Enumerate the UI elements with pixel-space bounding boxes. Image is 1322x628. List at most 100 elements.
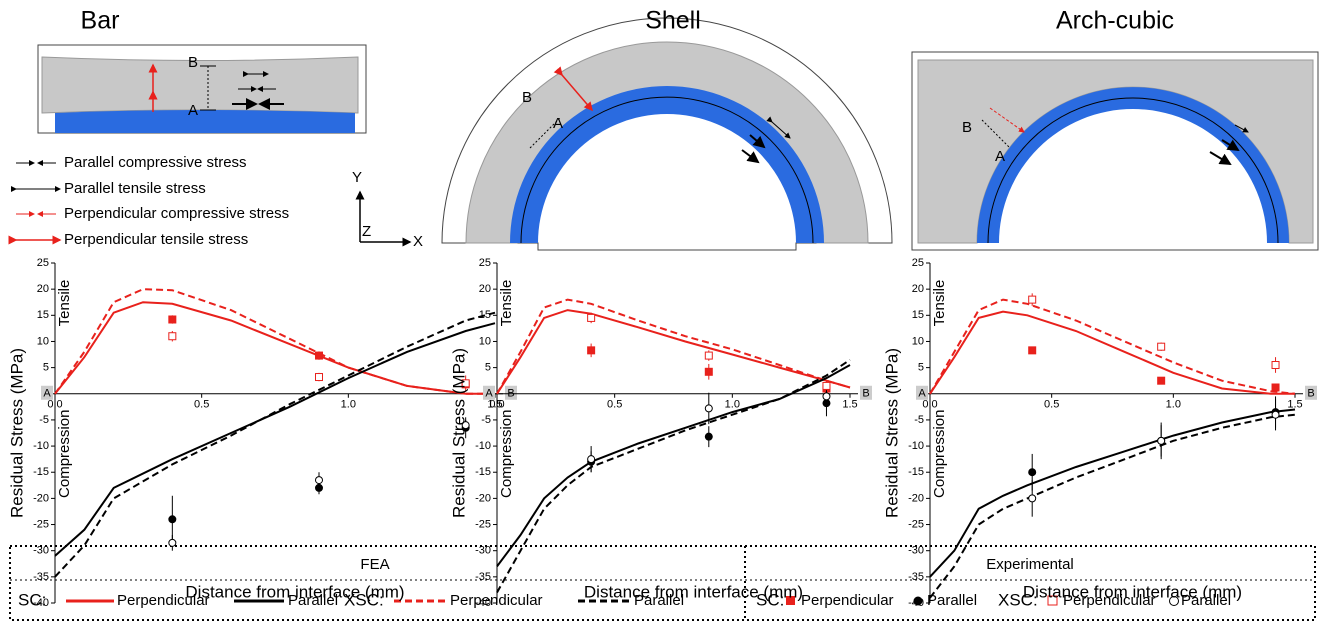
fea-line [929, 408, 1296, 578]
fea-line [54, 311, 496, 578]
y-tick-label: -30 [33, 545, 49, 557]
experimental-point [704, 404, 713, 413]
legend-text: Perpendicular [1063, 592, 1156, 609]
x-axis-label: Distance from interface (mm) [1023, 582, 1242, 601]
tensile-label: Tensile [498, 280, 515, 327]
experimental-point [704, 367, 713, 376]
legend-text: XSC: [998, 590, 1038, 609]
y-tick-label: -30 [475, 545, 491, 557]
fea-line [496, 309, 851, 395]
y-tick-label: 10 [912, 335, 924, 347]
y-axis-label: Residual Stress (MPa) [7, 348, 26, 518]
legend-text: SC: [756, 590, 784, 609]
stress-legend: Parallel compressive stress Parallel ten… [8, 154, 423, 250]
x-tick-label: 0.0 [47, 399, 62, 411]
y-tick-label: 20 [479, 283, 491, 295]
y-axis-label: Residual Stress (MPa) [882, 348, 901, 518]
y-tick-label: -15 [33, 466, 49, 478]
legend-text: Perpendicular [450, 592, 543, 609]
legend-text: Parallel tensile stress [64, 180, 206, 197]
y-tick-label: -10 [908, 440, 924, 452]
bottom-legend: FEA Experimental SC: Perpendicular Paral… [9, 545, 1316, 621]
experimental-point [822, 381, 831, 390]
x-tick-label: 0.5 [194, 399, 209, 411]
y-axis-label: Residual Stress (MPa) [449, 348, 468, 518]
experimental-point [822, 392, 831, 401]
y-tick-label: 5 [43, 362, 49, 374]
legend-text: Perpendicular [801, 592, 894, 609]
x-tick-label: 0.0 [922, 399, 937, 411]
y-tick-label: 20 [912, 283, 924, 295]
shell-diagram: B A [441, 17, 893, 251]
x-tick-label: 1.0 [725, 399, 740, 411]
chart-title: Shell [645, 7, 701, 35]
chart-title: Bar [81, 7, 120, 35]
y-tick-label: -40 [908, 597, 924, 609]
y-tick-label: -35 [908, 571, 924, 583]
experimental-point [704, 351, 713, 360]
legend-text: Parallel [927, 592, 977, 609]
experimental-point [168, 515, 177, 524]
y-tick-label: 15 [37, 309, 49, 321]
fea-line [496, 298, 851, 395]
tensile-label: Tensile [931, 280, 948, 327]
axis-icon-label: X [413, 233, 423, 250]
chart-title: Arch-cubic [1056, 7, 1174, 35]
experimental-point [587, 313, 596, 322]
experimental-point [461, 421, 470, 430]
axis-icon-label: Z [362, 223, 371, 240]
compression-label: Compression [498, 410, 515, 498]
y-tick-label: -25 [908, 518, 924, 530]
experimental-point [1157, 376, 1166, 385]
start-label: A [43, 388, 51, 400]
y-tick-label: -20 [908, 492, 924, 504]
end-label: B [862, 388, 869, 400]
fea-line [929, 310, 1295, 395]
y-tick-label: -25 [33, 518, 49, 530]
experimental-point [1271, 383, 1280, 392]
point-box [505, 385, 517, 400]
experimental-point [461, 379, 470, 388]
legend-text: Parallel compressive stress [64, 154, 247, 171]
legend-text: XSC: [344, 590, 384, 609]
point-label: A [553, 115, 563, 132]
point-label: A [188, 102, 198, 119]
y-tick-label: -30 [908, 545, 924, 557]
x-tick-label: 0.5 [607, 399, 622, 411]
y-tick-label: -20 [475, 492, 491, 504]
point-label: A [995, 148, 1005, 165]
start-label: A [485, 388, 493, 400]
fea-line [929, 298, 1296, 395]
legend-text: Parallel [288, 592, 338, 609]
bar-diagram: B A [37, 44, 367, 134]
start-label: A [918, 388, 926, 400]
y-tick-label: -40 [475, 597, 491, 609]
y-tick-label: -40 [33, 597, 49, 609]
y-tick-label: 10 [479, 335, 491, 347]
legend-title: Experimental [986, 556, 1074, 573]
x-tick-label: 0.0 [489, 399, 504, 411]
y-tick-label: -15 [475, 466, 491, 478]
fea-line [496, 358, 851, 593]
experimental-point [315, 351, 323, 360]
experimental-point [168, 332, 177, 341]
y-tick-label: 15 [479, 309, 491, 321]
experimental-point [1028, 494, 1037, 503]
experimental-point [1271, 410, 1280, 419]
y-tick-label: 25 [37, 257, 49, 269]
y-tick-label: 5 [918, 362, 924, 374]
y-tick-label: -10 [475, 440, 491, 452]
x-tick-label: 1.5 [487, 399, 502, 411]
fea-line [496, 364, 851, 567]
y-tick-label: -10 [33, 440, 49, 452]
tensile-label: Tensile [56, 280, 73, 327]
legend-text: Perpendicular compressive stress [64, 205, 289, 222]
experimental-point [1271, 361, 1280, 369]
fea-line [54, 322, 496, 557]
y-tick-label: 20 [37, 283, 49, 295]
x-axis-label: Distance from interface (mm) [584, 582, 803, 601]
y-tick-label: 5 [485, 362, 491, 374]
experimental-point [168, 315, 177, 324]
experimental-point [168, 538, 177, 547]
